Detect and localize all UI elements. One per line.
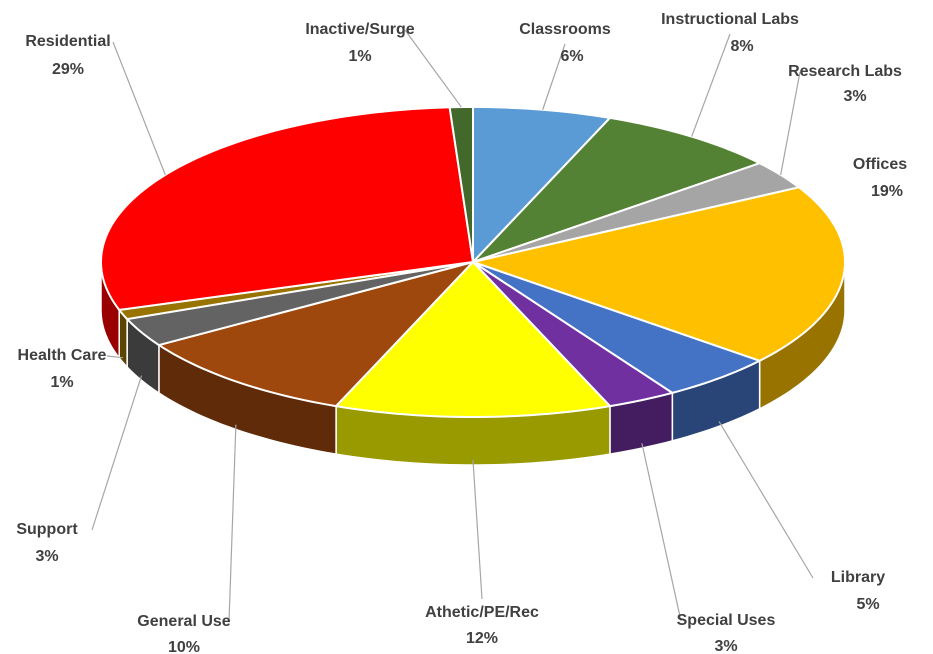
value-label: 1% — [348, 48, 371, 65]
category-label: Residential — [25, 33, 110, 50]
leader-line — [106, 355, 124, 359]
leader-line — [228, 424, 237, 623]
category-label: Support — [16, 521, 78, 538]
slice — [100, 106, 475, 311]
leader-line — [404, 29, 462, 108]
category-label: Offices — [853, 156, 907, 173]
category-label: Library — [831, 569, 885, 586]
leader-line — [91, 375, 143, 531]
slice — [156, 260, 477, 408]
value-label: 19% — [871, 183, 903, 200]
category-label: Research Labs — [788, 63, 902, 80]
value-label: 3% — [35, 548, 58, 565]
value-label: 8% — [730, 38, 753, 55]
slice — [472, 261, 763, 394]
value-label: 5% — [856, 596, 879, 613]
value-label: 6% — [560, 48, 583, 65]
value-label: 3% — [843, 88, 866, 105]
slice — [334, 260, 612, 418]
category-label: Health Care — [18, 347, 107, 364]
value-label: 10% — [168, 639, 200, 654]
slice — [469, 186, 846, 362]
category-label: General Use — [137, 613, 230, 630]
category-label: Inactive/Surge — [305, 21, 414, 38]
labels: Classrooms 6% Instructional Labs 8% Research… — [16, 11, 907, 654]
slice — [472, 116, 763, 263]
category-label: Special Uses — [677, 612, 776, 629]
leader-line — [542, 43, 566, 110]
leader-line — [112, 41, 166, 176]
leader-line — [691, 33, 731, 137]
category-label: Athetic/PE/Rec — [425, 604, 539, 621]
slice — [472, 261, 675, 408]
value-label: 29% — [52, 61, 84, 78]
value-label: 12% — [466, 630, 498, 647]
leader-line — [780, 71, 801, 175]
category-label: Instructional Labs — [661, 11, 799, 28]
slice-tops — [100, 105, 846, 418]
slice — [448, 105, 474, 263]
value-label: 3% — [714, 638, 737, 654]
slice — [125, 261, 474, 347]
category-label: Classrooms — [519, 21, 611, 38]
leader-line — [718, 421, 814, 579]
value-label: 1% — [50, 374, 73, 391]
leader-line — [641, 443, 682, 622]
leaders — [91, 29, 814, 623]
leader-line — [472, 460, 483, 600]
